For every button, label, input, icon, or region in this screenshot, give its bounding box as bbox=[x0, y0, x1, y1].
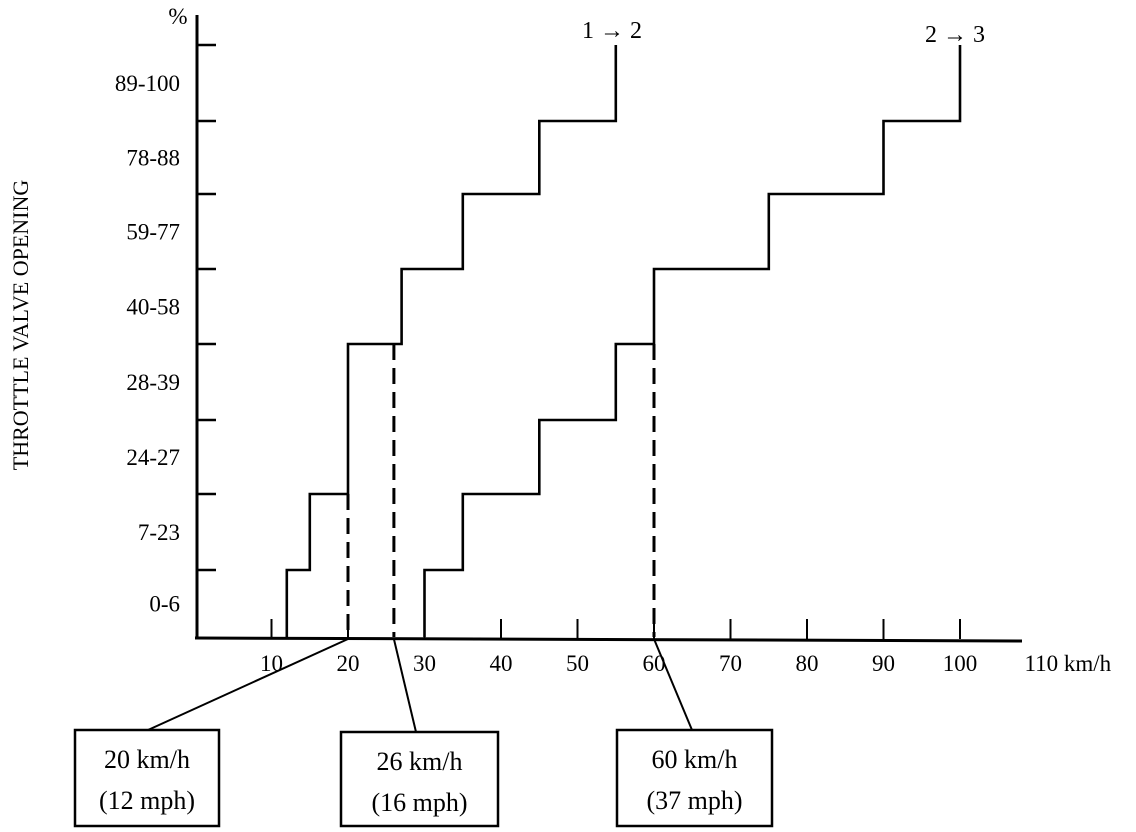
annotations: 20 km/h (12 mph) 26 km/h (16 mph) 60 km/h (37… bbox=[73, 344, 774, 828]
tick-labels: 10 20 30 40 50 60 70 80 90 100 110 km/h 0-6 7-23 24-2… bbox=[115, 71, 1112, 676]
x-tick-label: 80 bbox=[796, 651, 819, 676]
y-category-label: 7-23 bbox=[138, 520, 180, 545]
series-line-2 bbox=[423, 45, 962, 637]
y-category-label: 0-6 bbox=[149, 592, 180, 617]
series-label-2: 2 → 3 bbox=[925, 22, 985, 48]
x-tick-label: 50 bbox=[566, 651, 589, 676]
y-axis-label: THROTTLE VALVE OPENING bbox=[8, 180, 33, 471]
x-axis-line bbox=[194, 636, 1023, 643]
annotation-speed-mph: (37 mph) bbox=[646, 786, 742, 815]
annotation-speed-kmh: 20 km/h bbox=[104, 745, 190, 774]
y-category-label: 28-39 bbox=[126, 370, 180, 395]
x-tick-label: 10 bbox=[260, 651, 283, 676]
x-tick-label: 30 bbox=[413, 651, 436, 676]
annotation-speed-kmh: 26 km/h bbox=[377, 747, 463, 776]
axes bbox=[194, 15, 1023, 643]
leader-line bbox=[147, 638, 349, 731]
y-category-label: 89-100 bbox=[115, 71, 180, 96]
x-tick-label: 40 bbox=[490, 651, 513, 676]
x-tick-label: 20 bbox=[337, 651, 360, 676]
annotation-speed-mph: (16 mph) bbox=[371, 788, 467, 817]
annotation-speed-mph: (12 mph) bbox=[99, 786, 195, 815]
annotation-speed-kmh: 60 km/h bbox=[652, 745, 738, 774]
x-tick-label: 100 bbox=[943, 651, 978, 676]
y-category-label: 24-27 bbox=[126, 445, 180, 470]
y-axis-unit: % bbox=[168, 4, 187, 29]
leader-line bbox=[653, 638, 693, 731]
annotation-box bbox=[615, 728, 774, 828]
x-tick-label: 110 km/h bbox=[1025, 651, 1112, 676]
annotation-box bbox=[339, 730, 500, 828]
x-tick-label: 90 bbox=[872, 651, 895, 676]
series: 1 → 2 2 → 3 bbox=[285, 18, 985, 637]
leader-line bbox=[392, 638, 417, 733]
y-category-label: 78-88 bbox=[126, 146, 180, 171]
series-label-1: 1 → 2 bbox=[582, 18, 642, 44]
series-line-1 bbox=[285, 45, 618, 637]
y-category-label: 40-58 bbox=[126, 295, 180, 320]
y-category-label: 59-77 bbox=[126, 220, 180, 245]
x-tick-label: 70 bbox=[719, 651, 742, 676]
x-tick-label: 60 bbox=[643, 651, 666, 676]
annotation-box bbox=[73, 728, 221, 828]
